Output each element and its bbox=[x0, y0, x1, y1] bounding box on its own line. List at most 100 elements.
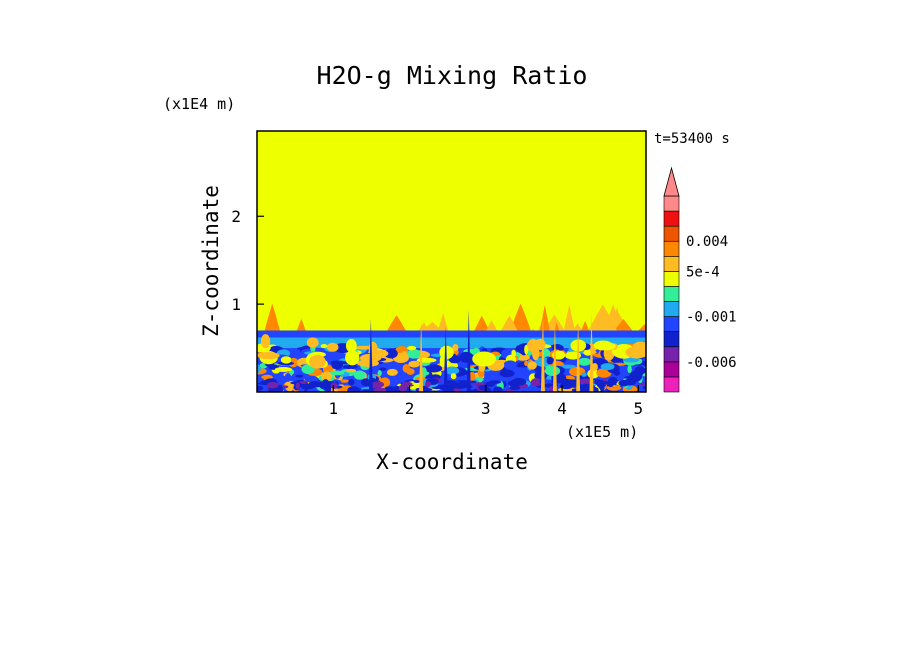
field-cell bbox=[379, 367, 387, 371]
field-cell bbox=[373, 387, 387, 392]
field-cell bbox=[532, 346, 540, 361]
field-cell bbox=[600, 363, 615, 371]
field-cell bbox=[549, 344, 564, 352]
x-tick-label: 5 bbox=[634, 399, 644, 418]
colorbar-label: -0.001 bbox=[686, 310, 737, 326]
field-cell bbox=[582, 388, 590, 391]
field-cell bbox=[299, 380, 309, 384]
field-cell bbox=[642, 385, 646, 390]
field-cell bbox=[563, 379, 579, 384]
x-tick-label: 4 bbox=[557, 399, 567, 418]
field-cell bbox=[454, 384, 465, 388]
field-cell bbox=[353, 370, 366, 380]
field-cell bbox=[627, 365, 632, 374]
field-cell bbox=[416, 357, 437, 363]
colorbar-swatch bbox=[663, 210, 680, 227]
field-cell bbox=[472, 382, 486, 386]
field-cell bbox=[407, 345, 417, 351]
field-cell bbox=[345, 339, 357, 353]
y-axis-label: Z-coordinate bbox=[199, 185, 223, 337]
field-cell bbox=[413, 380, 421, 383]
field-cell bbox=[326, 342, 339, 352]
field-cell bbox=[257, 352, 280, 360]
field-cell bbox=[488, 380, 502, 384]
field-cell bbox=[559, 364, 576, 369]
field-cell bbox=[306, 337, 319, 348]
field-cell bbox=[544, 365, 561, 377]
field-cell bbox=[284, 373, 292, 382]
field-cell bbox=[511, 378, 527, 386]
field-cell bbox=[383, 386, 394, 392]
y-tick-label: 2 bbox=[231, 207, 241, 226]
field-cell bbox=[368, 341, 378, 355]
field-cell bbox=[274, 367, 293, 372]
field-cell bbox=[340, 386, 346, 392]
field-cell bbox=[348, 378, 355, 386]
field-cell bbox=[583, 349, 592, 356]
colorbar-swatch bbox=[663, 286, 680, 302]
field-cell bbox=[321, 371, 332, 382]
field-cell bbox=[266, 381, 279, 389]
colorbar-swatch bbox=[663, 240, 680, 257]
colorbar-swatch bbox=[663, 195, 680, 212]
field-cell bbox=[459, 351, 474, 363]
y-units-label: (x1E4 m) bbox=[163, 95, 235, 113]
field-cell bbox=[371, 381, 385, 388]
field-filament bbox=[368, 318, 373, 392]
field-cell bbox=[549, 385, 554, 392]
field-cell bbox=[633, 368, 643, 380]
field-cell bbox=[408, 360, 420, 368]
field-cell bbox=[295, 382, 300, 390]
colorbar-swatch bbox=[663, 361, 680, 378]
field-cell bbox=[308, 355, 326, 369]
field-cell bbox=[452, 344, 459, 352]
field-band-cyan bbox=[257, 337, 646, 349]
x-tick-label: 1 bbox=[328, 399, 338, 418]
field-cell bbox=[524, 344, 529, 355]
field-cell bbox=[291, 350, 300, 357]
field-cell bbox=[350, 388, 362, 392]
colorbar-swatch bbox=[663, 225, 680, 242]
field-cell bbox=[342, 364, 358, 369]
y-axis-ticks: 12 bbox=[231, 207, 264, 314]
field-cell bbox=[260, 334, 271, 349]
field-cell bbox=[468, 371, 476, 382]
field-cell bbox=[618, 379, 630, 387]
field-cell bbox=[530, 378, 542, 387]
chart-title: H2O-g Mixing Ratio bbox=[317, 61, 588, 90]
field-filament bbox=[466, 309, 471, 392]
field-cell bbox=[578, 357, 592, 366]
field-cell bbox=[546, 356, 554, 365]
field-cell bbox=[401, 350, 408, 362]
field-cell bbox=[450, 373, 457, 380]
field-cell bbox=[356, 359, 379, 367]
colorbar-swatch bbox=[663, 271, 680, 287]
field-cell bbox=[608, 376, 618, 385]
plot-frame bbox=[256, 130, 647, 393]
field-cell bbox=[593, 340, 613, 351]
field-filament bbox=[576, 320, 581, 392]
field-cell bbox=[396, 374, 404, 378]
field-cell bbox=[439, 356, 447, 368]
x-axis-ticks: 1 2 3 4 5 bbox=[328, 385, 643, 418]
field-cell bbox=[330, 360, 346, 365]
time-label: t=53400 s bbox=[654, 131, 730, 147]
field-cell bbox=[386, 368, 398, 376]
field-cell bbox=[360, 378, 371, 387]
field-cell bbox=[632, 341, 646, 355]
field-cell bbox=[599, 384, 605, 392]
colorbar-swatch bbox=[663, 346, 680, 363]
field-cell bbox=[565, 351, 582, 360]
x-tick-label: 2 bbox=[405, 399, 415, 418]
field-cell bbox=[444, 366, 460, 375]
x-axis-label: X-coordinate bbox=[376, 450, 528, 474]
field-cell bbox=[596, 368, 612, 378]
field-cell bbox=[527, 361, 537, 370]
y-tick-label: 1 bbox=[231, 295, 241, 314]
field-cell bbox=[267, 388, 276, 392]
colorbar-label: -0.006 bbox=[686, 355, 737, 371]
field-cell bbox=[320, 343, 328, 349]
field-cell bbox=[581, 372, 587, 377]
colorbar-label: 0.004 bbox=[686, 234, 728, 250]
